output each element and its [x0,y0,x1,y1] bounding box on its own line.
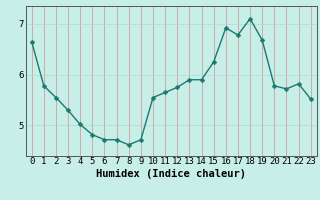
X-axis label: Humidex (Indice chaleur): Humidex (Indice chaleur) [96,169,246,179]
